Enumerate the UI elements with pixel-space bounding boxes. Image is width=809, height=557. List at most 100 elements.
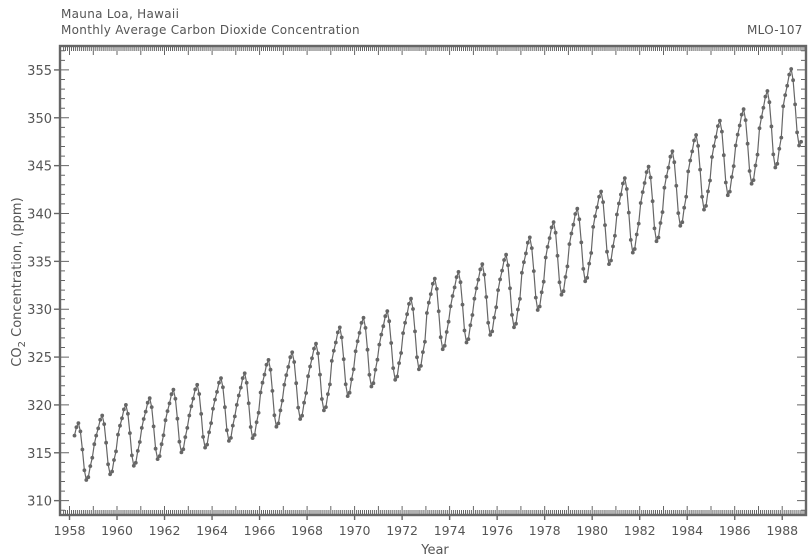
x-tick-label: 1980 (576, 523, 608, 538)
data-point (266, 358, 271, 362)
y-tick-label: 310 (27, 495, 52, 510)
data-point (488, 333, 493, 337)
data-point (341, 357, 346, 362)
data-point (460, 302, 465, 307)
data-point (419, 364, 423, 368)
data-point (100, 413, 105, 418)
data-point (571, 222, 576, 227)
data-point (328, 382, 332, 387)
data-point (617, 201, 621, 206)
data-point (268, 367, 273, 372)
data-point (254, 420, 259, 425)
data-point (543, 255, 548, 260)
data-point (187, 413, 192, 418)
data-point (698, 167, 702, 172)
data-point (587, 261, 592, 266)
data-point (662, 185, 667, 190)
data-point (619, 192, 623, 197)
data-point (225, 428, 229, 433)
data-point (723, 180, 728, 185)
data-point (96, 426, 101, 431)
data-point (654, 239, 659, 244)
data-point (401, 331, 405, 335)
data-point (664, 174, 669, 179)
data-point (557, 280, 562, 285)
data-point (234, 403, 239, 407)
data-point (712, 144, 716, 149)
data-point (183, 435, 188, 439)
data-point (159, 442, 164, 447)
data-point (749, 181, 754, 186)
data-point (593, 214, 597, 219)
x-tick-label: 1972 (386, 523, 418, 538)
data-point (656, 235, 661, 240)
y-tick-label: 345 (27, 160, 52, 175)
data-point (727, 189, 732, 194)
data-point (700, 194, 704, 199)
y-axis-label: CO2 Concentration, (ppm) (10, 197, 28, 366)
data-point (581, 267, 586, 271)
data-point (310, 356, 314, 361)
data-point (444, 330, 449, 334)
data-point (139, 426, 144, 430)
data-point (609, 258, 613, 263)
data-point (638, 201, 643, 205)
data-point (518, 297, 522, 301)
data-point (298, 417, 303, 421)
data-point (147, 396, 152, 401)
data-point (145, 400, 150, 405)
data-point (92, 442, 97, 447)
data-point (725, 193, 730, 198)
data-point (514, 321, 518, 326)
data-point (274, 424, 279, 429)
data-point (498, 277, 502, 282)
data-point (232, 414, 237, 419)
data-point (82, 468, 87, 473)
data-point (676, 211, 681, 216)
data-point (407, 302, 411, 306)
data-point (203, 445, 208, 450)
data-point (561, 289, 566, 294)
data-point (324, 405, 328, 409)
data-point (423, 339, 427, 344)
data-point (292, 360, 297, 364)
data-point (613, 233, 617, 238)
data-point (470, 313, 475, 317)
data-point (399, 351, 403, 355)
data-point (751, 178, 756, 183)
data-point (213, 397, 217, 402)
data-point (127, 431, 132, 435)
data-point (603, 223, 607, 228)
data-point (262, 372, 267, 377)
data-point (260, 380, 265, 385)
data-point (217, 380, 221, 385)
data-point (630, 250, 635, 255)
data-point (789, 67, 794, 71)
data-point (133, 460, 138, 465)
data-point (349, 377, 354, 382)
data-point (219, 376, 223, 380)
data-point (668, 154, 673, 159)
data-point (626, 210, 631, 215)
data-point (74, 425, 79, 430)
data-point (787, 72, 792, 77)
data-point (494, 305, 499, 310)
data-point (553, 230, 558, 235)
data-point (524, 251, 528, 256)
data-point (644, 170, 649, 175)
y-tick-label: 335 (27, 255, 52, 270)
x-tick-label: 1982 (624, 523, 656, 538)
series-line (73, 66, 802, 482)
data-point (660, 210, 665, 215)
data-point (189, 404, 194, 409)
data-point (329, 359, 334, 363)
data-point (652, 226, 657, 231)
data-point (120, 416, 124, 421)
data-point (131, 463, 136, 468)
data-point (98, 417, 103, 422)
data-point (179, 450, 184, 455)
data-point (797, 143, 801, 148)
data-point (529, 246, 534, 251)
data-point (678, 223, 683, 228)
y-tick-label: 315 (27, 447, 52, 462)
